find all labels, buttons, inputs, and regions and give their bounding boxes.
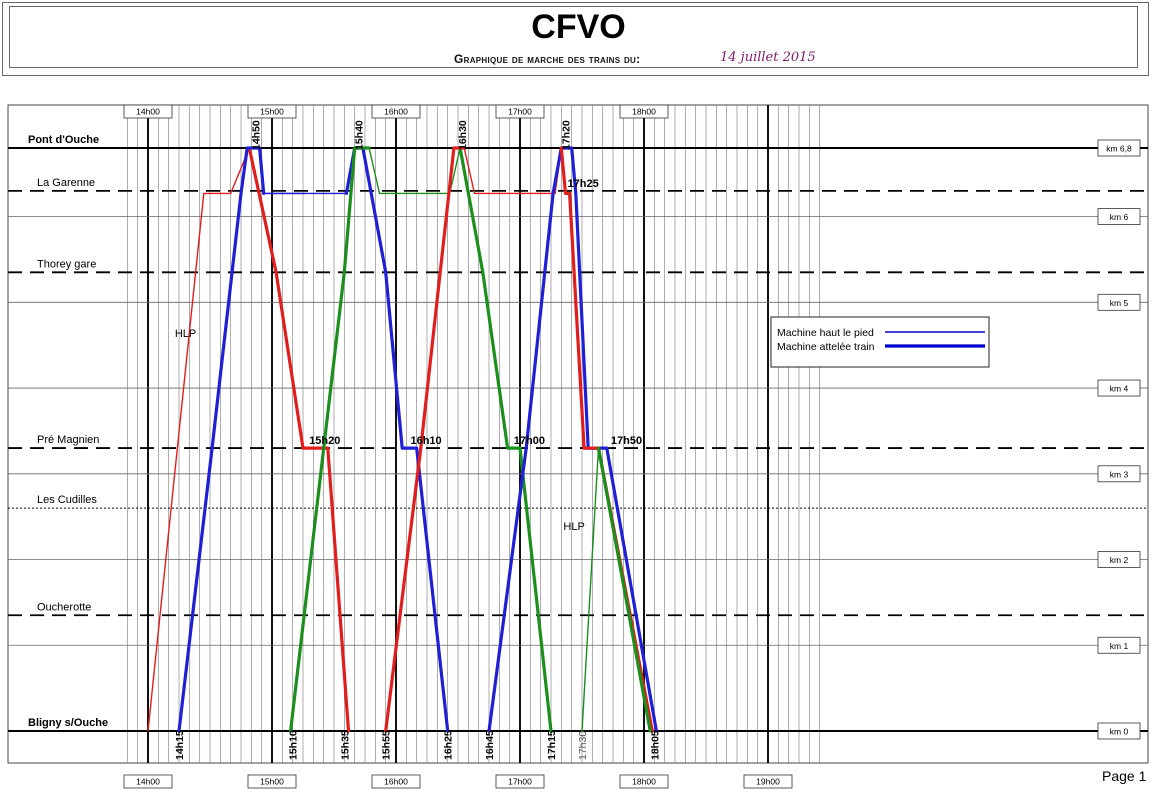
time-tick-box-bottom bbox=[123, 774, 173, 789]
time-annotation: 14h50 bbox=[250, 120, 262, 150]
station-label: Les Cudilles bbox=[37, 494, 97, 506]
time-tick-box-top bbox=[371, 104, 421, 119]
chart-date: 14 juillet 2015 bbox=[720, 50, 816, 65]
station-label: La Garenne bbox=[37, 177, 95, 189]
time-tick-label-top: 14h00 bbox=[136, 107, 160, 117]
train-path bbox=[289, 146, 371, 733]
inline-annotation: 17h00 bbox=[514, 435, 545, 447]
plot-frame bbox=[7, 104, 1149, 764]
time-tick-box-top bbox=[123, 104, 173, 119]
km-tick-label: km 1 bbox=[1110, 641, 1129, 651]
km-tick-box bbox=[1097, 465, 1141, 483]
time-tick-label-bottom: 17h00 bbox=[508, 777, 532, 787]
time-tick-label-bottom: 14h00 bbox=[136, 777, 160, 787]
km-tick-box bbox=[1097, 293, 1141, 311]
page-number: Page 1 bbox=[1102, 768, 1147, 784]
legend-label: Machine attelée train bbox=[777, 341, 875, 353]
station-label: Pont d'Ouche bbox=[28, 134, 99, 146]
time-annotation: 15h40 bbox=[354, 120, 366, 150]
km-tick-box bbox=[1097, 139, 1141, 157]
km-tick-label: km 6,8 bbox=[1106, 144, 1132, 154]
km-tick-box bbox=[1097, 379, 1141, 397]
time-annotation: 17h20 bbox=[560, 120, 572, 150]
time-annotation: 14h15 bbox=[174, 730, 186, 760]
inline-annotation: 17h50 bbox=[611, 435, 642, 447]
time-tick-label-top: 18h00 bbox=[632, 107, 656, 117]
km-tick-label: km 0 bbox=[1110, 727, 1129, 737]
km-tick-label: km 6 bbox=[1110, 212, 1129, 222]
legend-label: Machine haut le pied bbox=[777, 327, 874, 339]
time-tick-label-bottom: 18h00 bbox=[632, 777, 656, 787]
time-annotation: 17h15 bbox=[546, 730, 558, 760]
train-path bbox=[247, 146, 351, 733]
header-panel: CFVO Graphique de marche des trains du: … bbox=[0, 0, 1157, 82]
km-tick-box bbox=[1097, 208, 1141, 225]
time-annotation: 17h30 bbox=[577, 731, 589, 760]
time-tick-label-top: 16h00 bbox=[384, 107, 408, 117]
station-label: Thorey gare bbox=[37, 258, 96, 270]
time-tick-box-bottom bbox=[247, 774, 297, 789]
inline-annotation: 17h25 bbox=[568, 178, 599, 190]
inline-annotation: 15h20 bbox=[309, 435, 340, 447]
time-tick-label-bottom: 16h00 bbox=[384, 777, 408, 787]
train-path bbox=[596, 446, 652, 733]
time-tick-box-bottom bbox=[619, 774, 669, 789]
time-annotation: 16h25 bbox=[443, 730, 455, 760]
time-tick-box-top bbox=[495, 104, 545, 119]
km-tick-box bbox=[1097, 722, 1141, 740]
station-label: Oucherotte bbox=[37, 601, 91, 613]
inline-annotation: HLP bbox=[563, 521, 584, 533]
km-tick-label: km 4 bbox=[1110, 384, 1129, 394]
time-annotation: 15h55 bbox=[381, 730, 393, 760]
train-path bbox=[581, 447, 600, 732]
time-tick-box-bottom bbox=[371, 774, 421, 789]
train-path bbox=[147, 147, 251, 732]
train-path bbox=[177, 146, 266, 733]
time-tick-label-bottom: 15h00 bbox=[260, 777, 284, 787]
train-path bbox=[368, 147, 461, 195]
time-tick-box-bottom bbox=[743, 774, 793, 789]
time-annotation: 16h45 bbox=[484, 730, 496, 760]
time-tick-label-bottom: 19h00 bbox=[756, 777, 780, 787]
station-label: Bligny s/Ouche bbox=[28, 717, 108, 729]
time-tick-box-top bbox=[619, 104, 669, 119]
page-subtitle: Graphique de marche des trains du: bbox=[454, 52, 641, 66]
time-annotation: 18h05 bbox=[649, 730, 661, 760]
km-tick-box bbox=[1097, 636, 1141, 654]
time-annotation: 15h10 bbox=[288, 730, 300, 760]
km-tick-box bbox=[1097, 551, 1141, 568]
page-title: CFVO bbox=[531, 8, 626, 46]
time-tick-box-top bbox=[247, 104, 297, 119]
train-path bbox=[487, 146, 659, 733]
time-tick-label-top: 15h00 bbox=[260, 107, 284, 117]
time-annotation: 16h30 bbox=[457, 120, 469, 150]
time-annotation: 15h35 bbox=[339, 730, 351, 760]
km-tick-label: km 5 bbox=[1110, 298, 1129, 308]
time-tick-box-bottom bbox=[495, 774, 545, 789]
header-frame bbox=[2, 2, 1149, 76]
time-tick-label-top: 17h00 bbox=[508, 107, 532, 117]
station-label: Pré Magnien bbox=[37, 434, 99, 446]
train-path bbox=[458, 146, 553, 733]
legend-box bbox=[770, 316, 990, 368]
inline-annotation: 16h10 bbox=[410, 435, 441, 447]
km-tick-label: km 3 bbox=[1110, 469, 1129, 479]
inline-annotation: HLP bbox=[175, 328, 196, 340]
km-tick-label: km 2 bbox=[1110, 555, 1129, 565]
train-path bbox=[384, 146, 466, 733]
header-frame-inner bbox=[9, 6, 1138, 68]
